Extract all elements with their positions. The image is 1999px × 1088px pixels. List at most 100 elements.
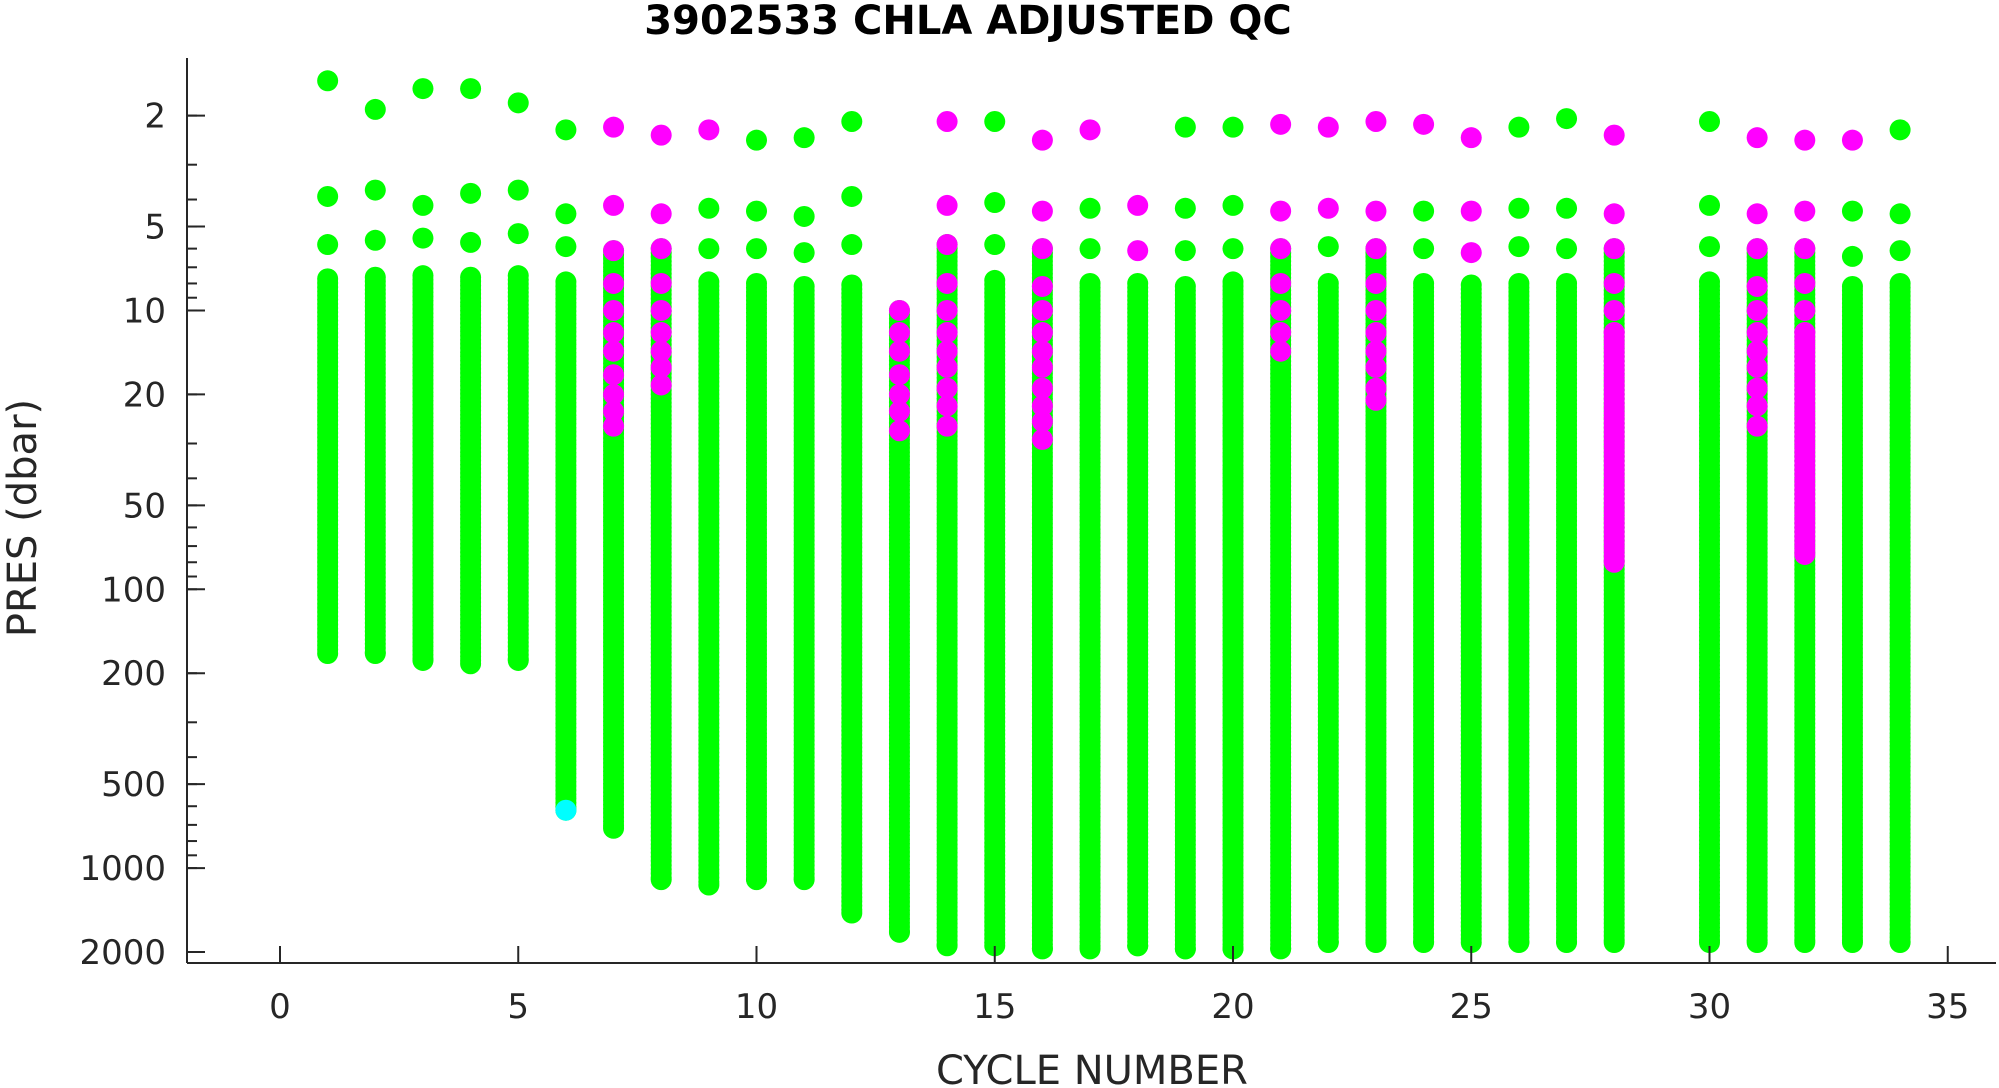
data-point <box>317 185 339 207</box>
data-point <box>603 415 625 437</box>
data-point <box>460 182 482 204</box>
data-point <box>603 340 625 362</box>
data-point <box>936 340 958 362</box>
data-point <box>841 185 863 207</box>
data-point <box>1365 200 1387 222</box>
data-point <box>1413 932 1435 954</box>
data-point <box>1365 356 1387 378</box>
data-point <box>1794 272 1816 294</box>
data-point <box>1365 299 1387 321</box>
data-point <box>1079 938 1101 960</box>
data-point <box>555 236 577 258</box>
data-point <box>888 400 910 422</box>
data-point <box>412 78 434 100</box>
data-point <box>1222 194 1244 216</box>
data-point <box>1174 197 1196 219</box>
data-point <box>936 415 958 437</box>
data-point <box>793 869 815 891</box>
data-point <box>746 200 767 222</box>
data-point <box>650 203 672 225</box>
data-point <box>1603 238 1625 260</box>
data-point <box>1270 938 1292 960</box>
data-point <box>364 179 386 201</box>
data-point <box>1365 238 1387 260</box>
data-point <box>1556 108 1578 130</box>
data-point <box>1603 203 1625 225</box>
data-point <box>603 272 625 294</box>
data-point <box>1365 932 1387 954</box>
data-point <box>1794 200 1816 222</box>
data-point <box>412 227 434 249</box>
data-point <box>1603 932 1625 954</box>
data-point <box>1031 299 1053 321</box>
data-point <box>1079 197 1101 219</box>
data-point <box>698 119 720 141</box>
data-point <box>1794 238 1816 260</box>
data-point <box>507 179 529 201</box>
data-point <box>1031 275 1053 297</box>
data-point <box>1270 113 1292 135</box>
data-point <box>1222 116 1244 138</box>
data-point <box>936 111 958 133</box>
data-point <box>1603 551 1625 573</box>
data-point <box>1079 119 1101 141</box>
data-point <box>1031 238 1053 260</box>
data-point <box>1270 340 1292 362</box>
data-point <box>603 194 625 216</box>
data-point <box>603 299 625 321</box>
data-point <box>698 874 720 896</box>
data-point <box>888 921 910 943</box>
data-point <box>1127 935 1149 957</box>
data-point <box>1889 240 1911 262</box>
data-point <box>317 234 339 256</box>
data-point <box>603 240 625 262</box>
data-point <box>888 322 910 344</box>
data-point <box>364 98 386 120</box>
data-point <box>1270 299 1292 321</box>
data-point <box>1270 322 1292 344</box>
data-point <box>1556 932 1578 954</box>
data-point <box>603 817 625 839</box>
data-point <box>936 194 958 216</box>
data-point <box>888 420 910 442</box>
data-point <box>1174 938 1196 960</box>
data-point <box>1699 111 1720 133</box>
data-point <box>936 322 958 344</box>
data-point <box>1699 236 1720 258</box>
data-point <box>650 299 672 321</box>
data-point <box>1746 395 1768 417</box>
data-point <box>1794 932 1816 954</box>
data-point <box>1746 203 1768 225</box>
data-point <box>1460 127 1482 149</box>
data-point <box>1031 356 1053 378</box>
data-point <box>317 643 339 665</box>
chart-title: 3902533 CHLA ADJUSTED QC <box>644 0 1291 44</box>
data-point <box>460 78 482 100</box>
data-point <box>460 653 482 675</box>
data-point <box>1270 200 1292 222</box>
data-point <box>1603 299 1625 321</box>
data-point <box>1031 200 1053 222</box>
data-point <box>1841 245 1863 267</box>
data-point <box>793 242 815 264</box>
data-point <box>698 197 720 219</box>
data-point <box>698 238 720 260</box>
data-point <box>317 70 339 92</box>
data-point <box>1222 238 1244 260</box>
data-point <box>1889 203 1911 225</box>
data-point <box>1508 197 1530 219</box>
data-point <box>1317 197 1339 219</box>
data-point <box>1174 240 1196 262</box>
data-point <box>888 364 910 386</box>
data-point <box>888 340 910 362</box>
data-point <box>1365 322 1387 344</box>
data-point <box>650 340 672 362</box>
data-point <box>1699 194 1720 216</box>
data-point <box>1746 322 1768 344</box>
data-point <box>1603 272 1625 294</box>
data-point <box>1746 356 1768 378</box>
data-point <box>1794 299 1816 321</box>
data-point <box>1889 119 1911 141</box>
data-point <box>1365 111 1387 133</box>
